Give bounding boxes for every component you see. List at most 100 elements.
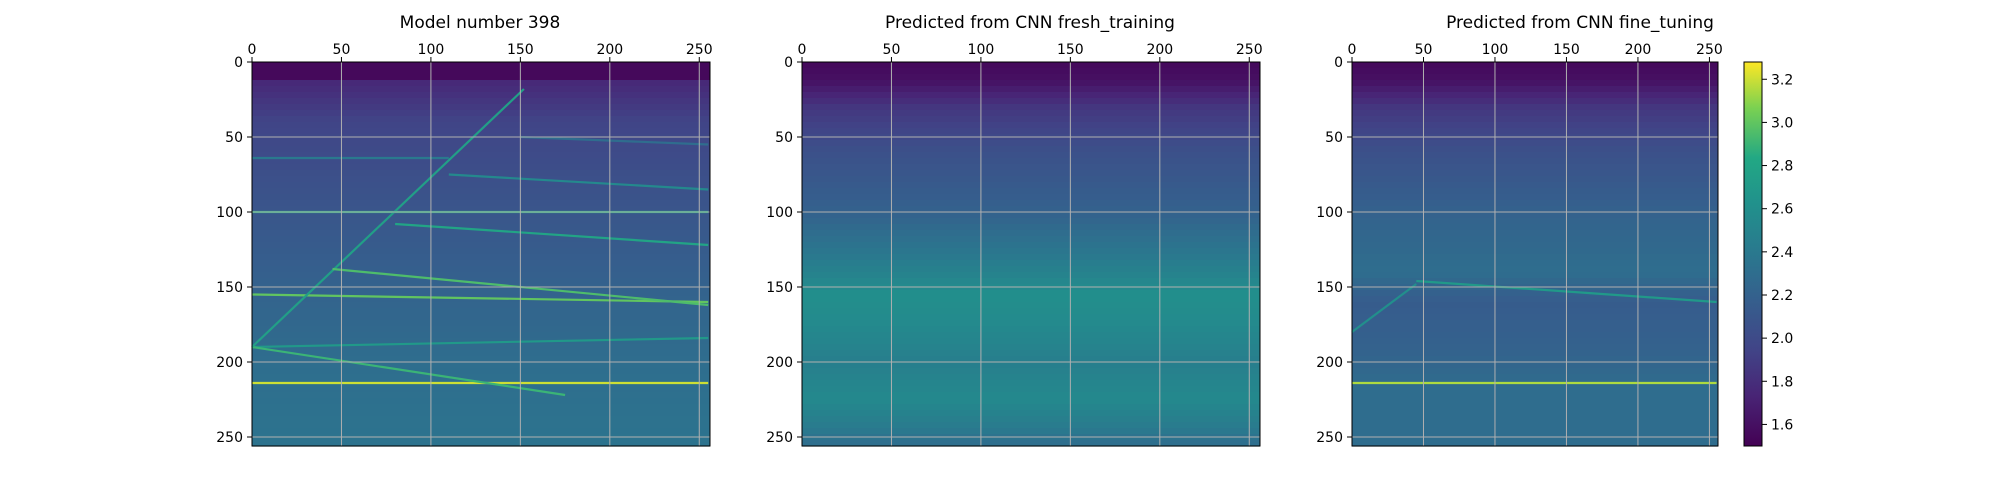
heatmap-band <box>802 200 1260 207</box>
heatmap-band <box>1352 296 1718 303</box>
heatmap-band <box>802 302 1260 309</box>
heatmap-band <box>1352 140 1718 147</box>
panel-3-heatmap <box>1351 62 1718 447</box>
y-tick-label: 200 <box>1316 355 1343 371</box>
heatmap-band <box>802 290 1260 297</box>
heatmap-band <box>802 422 1260 429</box>
panel-3-ticks: 0 50 100 150 200 250 0 50 100 150 200 250 <box>1316 42 1723 446</box>
heatmap-band <box>1352 188 1718 195</box>
panel-3-title: Predicted from CNN fine_tuning <box>1446 13 1714 33</box>
heatmap-band <box>1352 266 1718 273</box>
heatmap-band <box>1352 428 1718 435</box>
heatmap-band <box>1352 260 1718 267</box>
heatmap-band <box>1352 314 1718 321</box>
colorbar-tick-label: 2.8 <box>1771 159 1793 175</box>
heatmap-band <box>802 140 1260 147</box>
heatmap-band <box>1352 194 1718 201</box>
heatmap-band <box>1352 302 1718 309</box>
x-tick-label: 150 <box>507 42 534 58</box>
y-tick-label: 250 <box>766 430 793 446</box>
heatmap-band <box>252 176 710 183</box>
heatmap-band <box>802 122 1260 129</box>
heatmap-band <box>1352 218 1718 225</box>
heatmap-band <box>802 248 1260 255</box>
heatmap-band <box>802 218 1260 225</box>
heatmap-band <box>802 296 1260 303</box>
y-tick-label: 150 <box>1316 280 1343 296</box>
heatmap-band <box>1352 224 1718 231</box>
heatmap-band <box>1352 116 1718 123</box>
y-tick-label: 50 <box>225 130 243 146</box>
heatmap-band <box>252 254 710 261</box>
heatmap-band <box>802 110 1260 117</box>
heatmap-band <box>1352 338 1718 345</box>
heatmap-band <box>802 254 1260 261</box>
heatmap-band <box>802 416 1260 423</box>
heatmap-band <box>1352 440 1718 447</box>
heatmap-feature-line <box>1351 283 1417 333</box>
heatmap-band <box>252 290 710 297</box>
heatmap-band <box>252 410 710 417</box>
colorbar-tick-label: 1.8 <box>1771 374 1793 390</box>
panel-2-title: Predicted from CNN fresh_training <box>885 13 1175 33</box>
heatmap-band <box>802 86 1260 93</box>
heatmap-band <box>1352 128 1718 135</box>
heatmap-band <box>252 206 710 213</box>
heatmap-band <box>252 110 710 117</box>
heatmap-band <box>1352 158 1718 165</box>
heatmap-band <box>802 146 1260 153</box>
heatmap-band <box>252 326 710 333</box>
heatmap-band <box>802 314 1260 321</box>
colorbar-gradient <box>1743 61 1763 447</box>
panel-2-ticks: 0 50 100 150 200 250 0 50 100 150 200 250 <box>766 42 1262 446</box>
heatmap-band <box>1352 122 1718 129</box>
heatmap-band <box>802 212 1260 219</box>
heatmap-band <box>1352 308 1718 315</box>
x-tick-label: 100 <box>968 42 995 58</box>
heatmap-feature-line <box>520 135 709 146</box>
heatmap-band <box>802 386 1260 393</box>
heatmap-band <box>252 260 710 267</box>
heatmap-band <box>1352 206 1718 213</box>
heatmap-band <box>802 320 1260 327</box>
heatmap-band <box>252 266 710 273</box>
x-tick-label: 0 <box>798 42 807 58</box>
heatmap-band <box>252 188 710 195</box>
heatmap-band <box>802 230 1260 237</box>
heatmap-band <box>802 308 1260 315</box>
heatmap-band <box>1352 170 1718 177</box>
heatmap-band <box>1352 392 1718 399</box>
heatmap-band <box>1352 368 1718 375</box>
heatmap-feature-line <box>251 293 709 304</box>
heatmap-band <box>1352 176 1718 183</box>
heatmap-band <box>802 350 1260 357</box>
heatmap-band <box>252 146 710 153</box>
heatmap-band <box>802 260 1260 267</box>
y-tick-label: 0 <box>1334 55 1343 71</box>
heatmap-band <box>802 380 1260 387</box>
y-tick-label: 100 <box>216 205 243 221</box>
heatmap-band <box>1352 182 1718 189</box>
heatmap-band <box>1352 86 1718 93</box>
heatmap-band <box>252 272 710 279</box>
heatmap-band <box>1352 248 1718 255</box>
heatmap-band <box>802 374 1260 381</box>
heatmap-band <box>1352 386 1718 393</box>
heatmap-band <box>802 116 1260 123</box>
x-tick-label: 200 <box>1146 42 1173 58</box>
panel-1-heatmap <box>251 62 710 447</box>
heatmap-band <box>1352 326 1718 333</box>
heatmap-band <box>252 248 710 255</box>
x-tick-label: 0 <box>1348 42 1357 58</box>
heatmap-band <box>252 122 710 129</box>
heatmap-band <box>252 416 710 423</box>
x-tick-label: 50 <box>1415 42 1433 58</box>
heatmap-band <box>802 194 1260 201</box>
colorbar-tick-label: 2.6 <box>1771 202 1793 218</box>
panel-fine-tuning: Predicted from CNN fine_tuning 0 50 100 150… <box>1316 13 1723 447</box>
heatmap-band <box>252 338 710 345</box>
heatmap-feature-line <box>448 173 709 191</box>
heatmap-band <box>802 74 1260 81</box>
heatmap-band <box>802 80 1260 87</box>
heatmap-band <box>252 440 710 447</box>
